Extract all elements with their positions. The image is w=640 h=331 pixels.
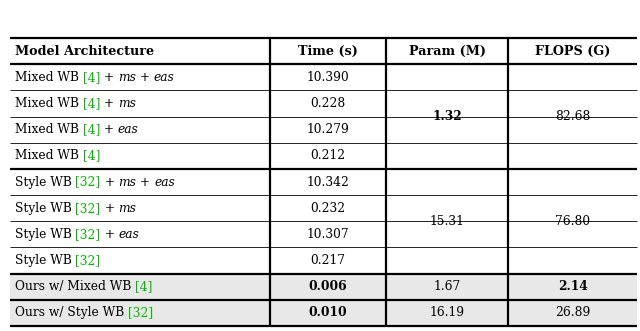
Text: +: + xyxy=(100,175,118,189)
Text: Ours w/ Mixed WB: Ours w/ Mixed WB xyxy=(15,280,135,293)
Text: 0.006: 0.006 xyxy=(308,280,348,293)
Text: 0.212: 0.212 xyxy=(310,149,346,163)
Text: [32]: [32] xyxy=(76,228,100,241)
Text: Mixed WB: Mixed WB xyxy=(15,97,83,110)
Text: [32]: [32] xyxy=(76,202,100,215)
Text: Style WB: Style WB xyxy=(15,254,76,267)
Text: +: + xyxy=(100,97,118,110)
Bar xyxy=(10,300,637,326)
Text: +: + xyxy=(136,175,154,189)
Text: eas: eas xyxy=(118,228,140,241)
Text: [32]: [32] xyxy=(76,175,100,189)
Text: Style WB: Style WB xyxy=(15,228,76,241)
Text: eas: eas xyxy=(154,71,174,84)
Text: Model Architecture: Model Architecture xyxy=(15,45,154,58)
Text: Mixed WB: Mixed WB xyxy=(15,149,83,163)
Text: 16.19: 16.19 xyxy=(429,307,465,319)
Text: 10.307: 10.307 xyxy=(307,228,349,241)
Text: [32]: [32] xyxy=(76,254,100,267)
Text: 10.390: 10.390 xyxy=(307,71,349,84)
Text: Mixed WB: Mixed WB xyxy=(15,71,83,84)
Text: [4]: [4] xyxy=(135,280,152,293)
Text: ms: ms xyxy=(118,175,136,189)
Text: +: + xyxy=(100,71,118,84)
Text: 0.217: 0.217 xyxy=(310,254,346,267)
Text: +: + xyxy=(100,202,118,215)
Text: ms: ms xyxy=(118,71,136,84)
Text: FLOPS (G): FLOPS (G) xyxy=(535,45,610,58)
Text: 1.67: 1.67 xyxy=(433,280,461,293)
Text: +: + xyxy=(100,228,118,241)
Text: [4]: [4] xyxy=(83,149,100,163)
Text: [4]: [4] xyxy=(83,123,100,136)
Text: Style WB: Style WB xyxy=(15,175,76,189)
Text: Time (s): Time (s) xyxy=(298,45,358,58)
Text: Param (M): Param (M) xyxy=(408,45,486,58)
Text: Mixed WB: Mixed WB xyxy=(15,123,83,136)
Text: Style WB: Style WB xyxy=(15,202,76,215)
Text: 82.68: 82.68 xyxy=(555,110,590,123)
Text: 0.232: 0.232 xyxy=(310,202,346,215)
Text: 10.342: 10.342 xyxy=(307,175,349,189)
Text: [4]: [4] xyxy=(83,97,100,110)
Text: [32]: [32] xyxy=(128,307,153,319)
Text: 76.80: 76.80 xyxy=(555,215,590,228)
Text: +: + xyxy=(136,71,154,84)
Text: 1.32: 1.32 xyxy=(432,110,462,123)
Text: ms: ms xyxy=(118,97,136,110)
Text: eas: eas xyxy=(154,175,175,189)
Text: eas: eas xyxy=(118,123,139,136)
Text: +: + xyxy=(100,123,118,136)
Bar xyxy=(10,274,637,300)
Text: 0.010: 0.010 xyxy=(308,307,348,319)
Text: ms: ms xyxy=(118,202,136,215)
Text: 2.14: 2.14 xyxy=(557,280,588,293)
Text: 10.279: 10.279 xyxy=(307,123,349,136)
Text: Ours w/ Style WB: Ours w/ Style WB xyxy=(15,307,128,319)
Text: 15.31: 15.31 xyxy=(429,215,465,228)
Text: [4]: [4] xyxy=(83,71,100,84)
Text: 26.89: 26.89 xyxy=(555,307,590,319)
Text: 0.228: 0.228 xyxy=(310,97,346,110)
